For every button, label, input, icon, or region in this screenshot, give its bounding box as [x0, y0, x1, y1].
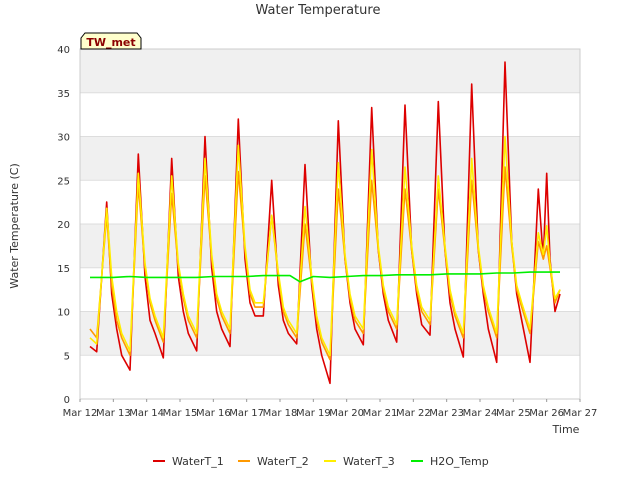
x-tick-label: Mar 21 [363, 408, 398, 419]
chart-title: Water Temperature [256, 3, 381, 18]
y-tick-label: 0 [64, 395, 70, 406]
series-line-h2o-temp [90, 271, 560, 283]
y-tick-label: 30 [57, 133, 70, 144]
x-tick-label: Mar 18 [263, 408, 298, 419]
x-tick-label: Mar 14 [129, 408, 164, 419]
x-tick-label: Mar 17 [229, 408, 264, 419]
background-band [80, 224, 580, 268]
background-band [80, 136, 580, 181]
y-tick-label: 40 [57, 45, 70, 56]
series-line-watert-2 [89, 166, 561, 361]
x-axis-label: Time [552, 423, 580, 436]
x-tick-label: Mar 12 [63, 408, 98, 419]
y-tick-label: 15 [57, 264, 70, 275]
legend-label: H2O_Temp [430, 455, 489, 468]
x-tick-label: Mar 16 [196, 408, 231, 419]
background-band [80, 49, 580, 93]
y-tick-label: 5 [64, 351, 70, 362]
legend-label: WaterT_1 [172, 455, 224, 468]
x-tick-label: Mar 26 [529, 408, 564, 419]
site-label-box: TW_met [80, 32, 142, 50]
series-lines [89, 61, 561, 385]
x-tick-label: Mar 23 [429, 408, 464, 419]
legend-label: WaterT_2 [257, 455, 309, 468]
x-tick-label: Mar 25 [496, 408, 531, 419]
y-tick-label: 20 [57, 220, 70, 231]
y-tick-label: 25 [57, 176, 70, 187]
site-label-background [80, 32, 142, 50]
x-tick-label: Mar 20 [329, 408, 364, 419]
x-tick-label: Mar 15 [163, 408, 198, 419]
plot-frame [79, 48, 581, 400]
y-axis-ticks: 0 5 10 15 20 25 30 35 40 [57, 45, 70, 406]
y-tick-label: 35 [57, 89, 70, 100]
y-axis-label: Water Temperature (C) [8, 163, 21, 288]
legend-label: WaterT_3 [343, 455, 395, 468]
x-tick-label: Mar 24 [463, 408, 498, 419]
y-tick-label: 10 [57, 308, 70, 319]
series-line-watert-3 [89, 135, 561, 357]
x-tick-label: Mar 13 [96, 408, 131, 419]
x-tick-label: Mar 27 [563, 408, 598, 419]
x-tick-label: Mar 22 [396, 408, 431, 419]
background-bands [80, 49, 580, 356]
legend: WaterT_1 WaterT_2 WaterT_3 H2O_Temp [153, 455, 489, 468]
series-line-watert-1 [89, 61, 561, 385]
x-tick-label: Mar 19 [296, 408, 331, 419]
site-label-text: TW_met [86, 36, 135, 49]
